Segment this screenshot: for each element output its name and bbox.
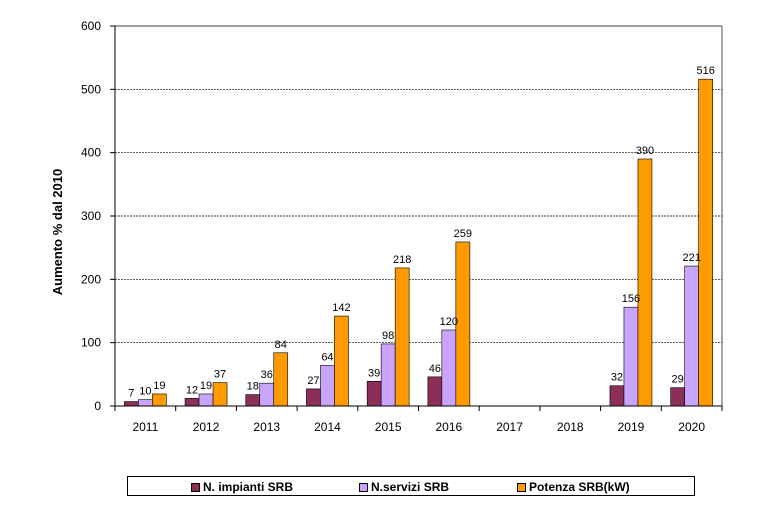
data-label: 12	[186, 384, 198, 396]
legend-label-servizi: N.servizi SRB	[371, 480, 450, 494]
bar-2015-s2	[394, 267, 410, 407]
data-label: 221	[682, 252, 700, 264]
legend-swatch-impianti	[191, 482, 200, 492]
bar-2011-s2	[152, 393, 167, 407]
data-label: 259	[454, 228, 472, 240]
x-tick-label: 2012	[193, 420, 220, 434]
x-tick-label: 2015	[375, 420, 402, 434]
x-tick-label: 2016	[435, 420, 462, 434]
data-label: 7	[128, 388, 134, 400]
data-label: 39	[368, 367, 380, 379]
legend-swatch-potenza	[517, 482, 526, 492]
data-label: 32	[611, 372, 623, 384]
bar-2020-s0	[670, 387, 685, 407]
bar-2019-s2	[637, 158, 653, 407]
y-tick-label: 300	[81, 209, 101, 223]
legend-swatch-servizi	[359, 482, 368, 492]
bar-2016-s0	[427, 376, 443, 407]
bar-2019-s1	[623, 306, 639, 407]
data-label: 142	[332, 302, 350, 314]
bar-2012-s2	[212, 382, 228, 407]
x-tick-label: 2013	[253, 420, 280, 434]
y-tick-label: 500	[81, 82, 101, 96]
legend-item-impianti: N. impianti SRB	[191, 480, 293, 494]
y-tick-label: 100	[81, 336, 101, 350]
bars-group	[124, 78, 713, 407]
data-label: 18	[247, 381, 259, 393]
bar-2011-s0	[124, 401, 139, 407]
bar-2014-s0	[306, 388, 321, 407]
bar-2013-s0	[245, 394, 261, 407]
y-tick-label: 400	[81, 146, 101, 160]
legend-label-potenza: Potenza SRB(kW)	[529, 480, 630, 494]
y-tick-label: 600	[81, 19, 101, 33]
x-tick-label: 2017	[496, 420, 523, 434]
data-label: 84	[275, 339, 287, 351]
axes: 0 100 200 300 400 500 600 2011 2012 2013 2014 2015 2…	[81, 19, 723, 434]
y-tick-label: 200	[81, 272, 101, 286]
data-label: 218	[393, 254, 411, 266]
bar-2020-s1	[684, 265, 699, 407]
data-label: 19	[200, 380, 212, 392]
x-tick-label: 2014	[314, 420, 341, 434]
data-label: 64	[321, 351, 333, 363]
data-label: 27	[307, 375, 319, 387]
x-tick-label: 2020	[678, 420, 705, 434]
y-tick-label: 0	[94, 399, 101, 413]
y-axis-label: Aumento % dal 2010	[50, 169, 65, 295]
bar-2013-s2	[273, 352, 289, 407]
legend: N. impianti SRB N.servizi SRB Potenza SR…	[127, 476, 695, 496]
legend-item-servizi: N.servizi SRB	[359, 480, 449, 494]
bar-2013-s1	[259, 382, 275, 407]
x-tick-label: 2018	[557, 420, 584, 434]
data-label: 156	[622, 293, 640, 305]
data-label: 10	[139, 386, 151, 398]
bar-2014-s1	[320, 365, 335, 407]
x-tick-label: 2011	[132, 420, 158, 434]
data-label: 46	[429, 363, 441, 375]
bar-2015-s0	[366, 380, 382, 407]
bar-2020-s2	[698, 78, 713, 407]
data-label: 19	[153, 380, 165, 392]
bar-2015-s1	[380, 343, 396, 407]
bar-chart: 0 100 200 300 400 500 600 2011 2012 2013 2014 2015 2…	[50, 19, 723, 434]
data-label: 37	[214, 369, 226, 381]
x-tick-label: 2019	[618, 420, 645, 434]
gridlines	[115, 25, 723, 406]
bar-2012-s1	[198, 393, 214, 407]
bar-2012-s0	[184, 398, 200, 407]
bar-2019-s0	[609, 385, 625, 407]
data-label: 36	[261, 369, 273, 381]
bar-2016-s1	[441, 329, 457, 407]
data-label: 390	[636, 145, 654, 157]
data-label: 98	[382, 330, 394, 342]
data-label: 516	[696, 65, 714, 77]
data-label: 120	[440, 316, 458, 328]
legend-item-potenza: Potenza SRB(kW)	[517, 480, 630, 494]
data-label: 29	[672, 374, 684, 386]
bar-2014-s2	[334, 315, 349, 407]
bar-2011-s1	[138, 399, 153, 407]
legend-label-impianti: N. impianti SRB	[203, 480, 294, 494]
